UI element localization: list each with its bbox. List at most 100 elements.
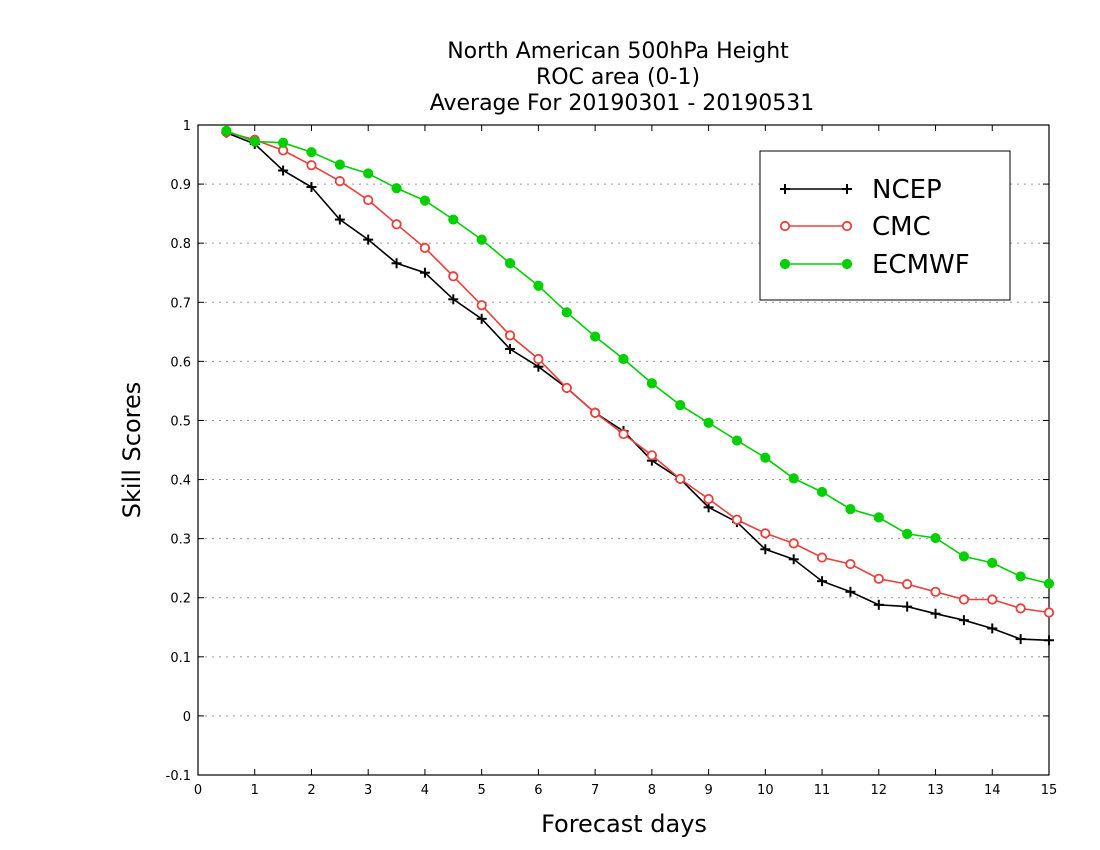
ecmwf-point: [504, 258, 516, 269]
cmc-point: [391, 219, 402, 230]
y-tick-label: 0.7: [170, 296, 191, 311]
ecmwf-point: [476, 234, 487, 245]
ncep-point: [334, 214, 345, 225]
legend-marker-ecmwf: [779, 258, 791, 270]
cmc-point: [476, 300, 487, 311]
ncep-point: [306, 182, 317, 193]
axes: -0.100.10.20.30.40.50.60.70.80.910 1 2 3 4 5 6…: [166, 119, 1058, 798]
x-tick-label: 8: [648, 783, 656, 798]
legend-item-ncep: NCEP: [780, 175, 942, 205]
ecmwf-point: [221, 125, 232, 137]
y-tick-label: 0.9: [170, 178, 191, 193]
cmc-point: [561, 382, 572, 394]
x-tick-label: 14: [984, 783, 1001, 798]
cmc-point: [987, 594, 998, 605]
ecmwf-point: [958, 551, 970, 562]
ncep-point: [505, 343, 516, 354]
y-tick-label: 0.3: [170, 533, 191, 548]
ecmwf-point: [278, 137, 289, 148]
legend-label-cmc: CMC: [872, 212, 931, 242]
ecmwf-point: [646, 378, 657, 389]
ncep-point: [1044, 635, 1054, 646]
cmc-point: [590, 407, 601, 418]
ecmwf-point: [788, 473, 799, 484]
ecmwf-point: [533, 280, 544, 291]
ecmwf-point: [873, 512, 884, 523]
cmc-point: [363, 194, 374, 206]
x-tick-label: 3: [364, 783, 372, 798]
x-tick-label: 4: [421, 783, 429, 798]
ecmwf-point: [987, 557, 998, 568]
ecmwf-point: [590, 331, 601, 342]
y-tick-label: 0.6: [170, 355, 191, 370]
ecmwf-point: [902, 528, 913, 540]
ecmwf-point: [448, 214, 459, 225]
cmc-point: [845, 558, 856, 570]
cmc-point: [675, 473, 686, 485]
x-tick-label: 9: [704, 783, 712, 798]
ecmwf-point: [419, 195, 431, 206]
y-tick-label: -0.1: [166, 769, 191, 784]
ncep-point: [987, 623, 998, 634]
ncep-point: [845, 586, 856, 597]
legend-marker-ncep: [842, 184, 852, 194]
x-tick-label: 7: [591, 783, 599, 798]
ecmwf-point: [1015, 571, 1026, 582]
ecmwf-point: [703, 417, 714, 428]
cmc-point: [731, 514, 743, 525]
cmc-point: [958, 594, 970, 605]
x-tick-label: 1: [251, 783, 259, 798]
y-tick-label: 0.8: [170, 237, 191, 252]
x-tick-label: 15: [1041, 783, 1058, 798]
legend-marker-cmc: [841, 220, 853, 232]
y-tick-label: 0.4: [170, 474, 191, 489]
cmc-point: [448, 271, 459, 282]
cmc-point: [902, 579, 913, 590]
title-line-3: Average For 20190301 - 20190531: [430, 91, 815, 116]
title-line-1: North American 500hPa Height: [447, 39, 789, 64]
cmc-point: [533, 353, 544, 365]
y-axis-label: Skill Scores: [118, 382, 146, 519]
ncep-point: [448, 294, 459, 305]
ncep-point: [391, 258, 402, 269]
ecmwf-point: [249, 136, 260, 147]
x-tick-label: 6: [534, 783, 542, 798]
ncep-point: [363, 234, 374, 245]
cmc-point: [306, 160, 317, 171]
ncep-point: [817, 576, 828, 587]
ecmwf-point: [760, 452, 771, 463]
ncep-point: [278, 165, 289, 176]
ecmwf-point: [930, 532, 941, 544]
ncep-point: [930, 608, 941, 619]
x-tick-label: 0: [194, 783, 202, 798]
x-tick-label: 12: [871, 783, 888, 798]
ncep-point: [476, 313, 487, 324]
ecmwf-point: [731, 435, 743, 446]
y-tick-label: 0.1: [170, 651, 191, 666]
ncep-point: [1015, 634, 1026, 645]
cmc-point: [504, 330, 516, 341]
legend: NCEP CMC ECMWF: [759, 150, 1011, 301]
ncep-line: [226, 131, 1050, 642]
x-tick-label: 2: [307, 783, 315, 798]
plot-frame: [197, 124, 1050, 776]
legend-marker-cmc: [779, 220, 791, 232]
ecmwf-point: [845, 503, 856, 515]
legend-label-ecmwf: ECMWF: [872, 250, 970, 280]
cmc-point: [816, 552, 828, 563]
ecmwf-point: [816, 486, 828, 498]
legend-box: [759, 150, 1011, 301]
legend-marker-ecmwf: [841, 258, 853, 270]
cmc-point: [1043, 607, 1055, 618]
x-tick-label: 13: [927, 783, 944, 798]
cmc-point: [618, 428, 629, 440]
ecmwf-point: [1043, 578, 1055, 589]
cmc-point: [930, 586, 941, 597]
x-axis-label: Forecast days: [541, 810, 707, 838]
x-tick-label: 5: [478, 783, 486, 798]
ecmwf-point: [334, 159, 345, 170]
legend-item-ecmwf: ECMWF: [779, 250, 970, 280]
x-tick-label: 10: [757, 783, 774, 798]
cmc-point: [334, 176, 345, 187]
